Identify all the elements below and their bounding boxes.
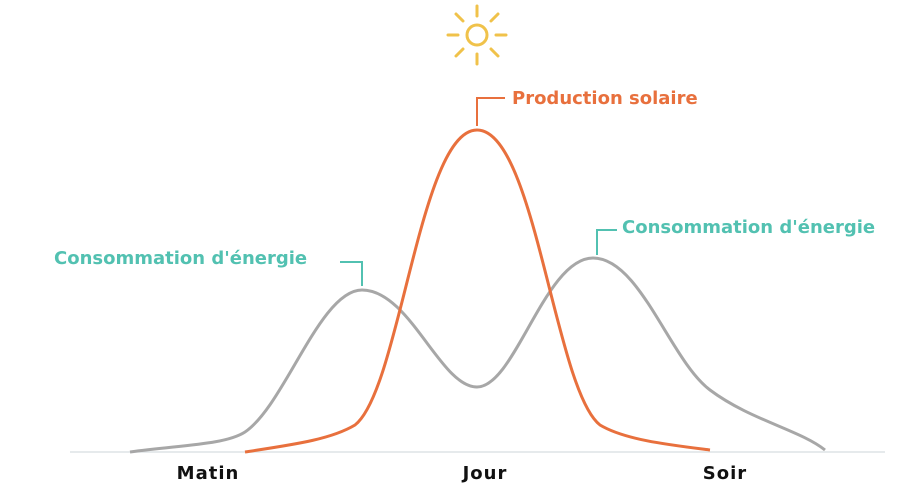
consumption-connector xyxy=(596,229,617,255)
sun xyxy=(446,4,508,66)
consumption-label: Consommation d'énergie xyxy=(622,217,875,238)
production-connector xyxy=(476,97,505,126)
time-label: Jour xyxy=(461,463,508,484)
consumption-label: Consommation d'énergie xyxy=(54,248,307,269)
consumption-curve xyxy=(129,256,826,454)
production-curve xyxy=(244,128,711,454)
time-label: Soir xyxy=(703,463,747,484)
consumption-connector xyxy=(340,261,363,286)
time-label: Matin xyxy=(177,463,240,484)
production-label: Production solaire xyxy=(512,88,698,109)
